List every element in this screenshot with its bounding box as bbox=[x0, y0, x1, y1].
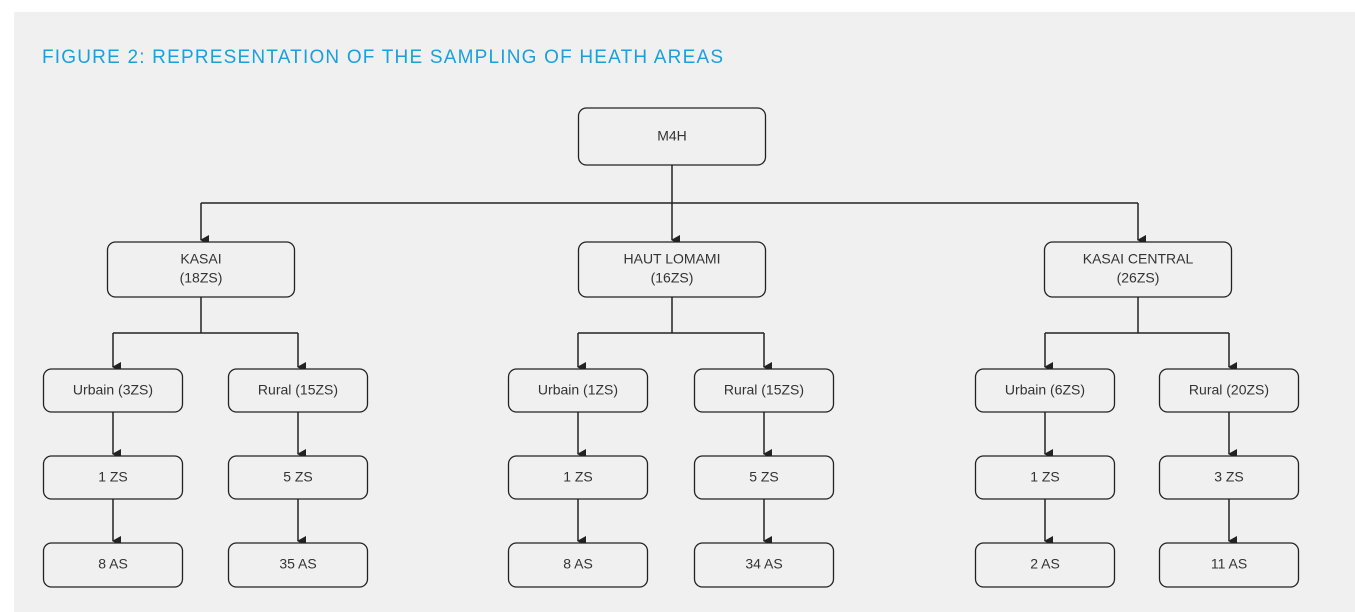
zs-label: 1 ZS bbox=[563, 469, 593, 485]
zs-label: 5 ZS bbox=[749, 469, 779, 485]
node-box bbox=[1158, 542, 1300, 588]
branch-label: Urbain (1ZS) bbox=[538, 382, 618, 398]
node-box bbox=[227, 542, 369, 588]
branch-label: Rural (15ZS) bbox=[724, 382, 804, 398]
region-label: HAUT LOMAMI bbox=[624, 251, 721, 267]
region-label: KASAI CENTRAL bbox=[1083, 251, 1194, 267]
figure-title: FIGURE 2: REPRESENTATION OF THE SAMPLING… bbox=[42, 47, 724, 68]
as-label: 35 AS bbox=[279, 556, 316, 572]
as-label: 8 AS bbox=[98, 556, 128, 572]
panel bbox=[14, 12, 1355, 612]
zs-label: 1 ZS bbox=[98, 469, 128, 485]
as-label: 8 AS bbox=[563, 556, 593, 572]
zs-label: 3 ZS bbox=[1214, 469, 1244, 485]
branch-label: Rural (20ZS) bbox=[1189, 382, 1269, 398]
region-label: (18ZS) bbox=[180, 270, 223, 286]
node-box bbox=[42, 542, 184, 588]
branch-label: Rural (15ZS) bbox=[258, 382, 338, 398]
as-label: 11 AS bbox=[1211, 556, 1247, 572]
region-label: (26ZS) bbox=[1117, 270, 1160, 286]
zs-label: 1 ZS bbox=[1030, 469, 1060, 485]
node-box bbox=[974, 542, 1116, 588]
node-box bbox=[693, 542, 835, 588]
node-box bbox=[507, 542, 649, 588]
region-label: KASAI bbox=[180, 251, 221, 267]
branch-label: Urbain (3ZS) bbox=[73, 382, 153, 398]
root-label: M4H bbox=[657, 128, 687, 144]
as-label: 34 AS bbox=[745, 556, 782, 572]
as-label: 2 AS bbox=[1030, 556, 1060, 572]
zs-label: 5 ZS bbox=[283, 469, 313, 485]
region-label: (16ZS) bbox=[651, 270, 694, 286]
branch-label: Urbain (6ZS) bbox=[1005, 382, 1085, 398]
